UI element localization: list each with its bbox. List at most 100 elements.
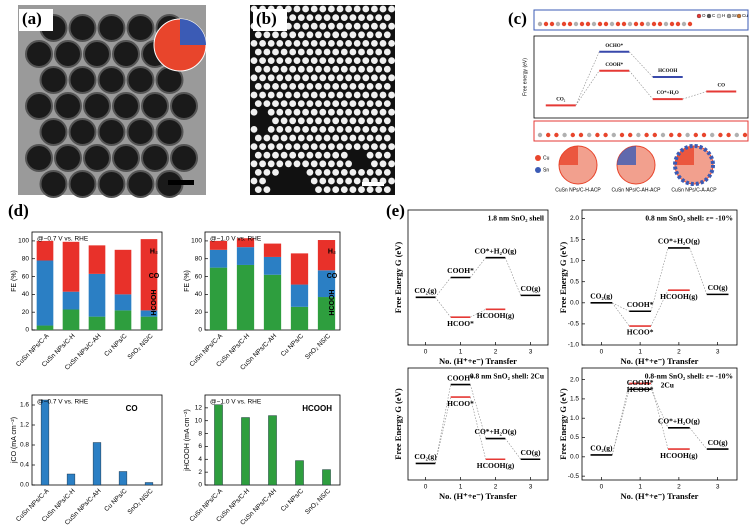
- nanoparticle: [97, 66, 126, 94]
- atom: [633, 21, 639, 27]
- particle: [267, 108, 275, 116]
- particle: [289, 117, 297, 125]
- particle: [353, 177, 361, 185]
- particle: [297, 31, 305, 39]
- particle: [310, 57, 318, 64]
- diagram-title: 0.8 nm SnO₂ shell: ε= -10%: [645, 214, 733, 223]
- particle: [302, 57, 309, 64]
- y-tick-label: 10: [195, 417, 203, 424]
- particle: [362, 125, 370, 133]
- particle: [267, 74, 275, 82]
- atom-label: Sn: [543, 167, 549, 173]
- connector: [470, 384, 486, 439]
- particle: [272, 100, 279, 107]
- connector: [575, 51, 600, 106]
- y-tick-label: 1.2: [20, 422, 29, 429]
- particle: [272, 134, 279, 142]
- particle: [319, 5, 327, 13]
- nanoparticle: [170, 144, 198, 172]
- bar-segment: [36, 260, 54, 326]
- particle: [332, 169, 340, 176]
- particle: [388, 125, 395, 133]
- y-tick-label: 0.5: [570, 278, 579, 285]
- connector: [650, 290, 669, 327]
- level-label: CO₂(g): [414, 452, 437, 461]
- y-tick-label: 1.5: [570, 396, 579, 403]
- particle: [285, 40, 292, 47]
- particle: [362, 74, 370, 82]
- particle: [379, 125, 387, 133]
- particle: [302, 40, 309, 47]
- atom: [701, 132, 707, 138]
- particle: [272, 83, 279, 90]
- particle: [289, 14, 297, 21]
- particle: [319, 22, 327, 30]
- particle: [353, 143, 361, 151]
- particle: [332, 83, 340, 90]
- particle: [267, 57, 275, 64]
- y-tick-label: 4: [198, 456, 202, 463]
- connector: [435, 297, 451, 318]
- y-axis-label: jCO (mA cm⁻²): [11, 417, 18, 464]
- bar-segment: [140, 316, 158, 330]
- y-tick-label: 0.0: [20, 482, 29, 489]
- atom: [651, 21, 657, 27]
- y-tick-label: -0.5: [568, 473, 580, 480]
- particle: [332, 134, 340, 142]
- bar: [241, 417, 250, 486]
- particle: [336, 40, 344, 47]
- particle: [297, 48, 305, 56]
- atom: [537, 21, 543, 27]
- connector: [682, 91, 707, 100]
- particle: [379, 108, 387, 116]
- particle: [254, 65, 262, 73]
- bar-segment: [209, 249, 228, 268]
- nanoparticle: [112, 40, 140, 68]
- nanoparticle: [39, 66, 68, 94]
- atom: [603, 132, 608, 138]
- particle: [323, 186, 331, 194]
- level-label: HCOOH(g): [477, 311, 515, 320]
- bar-segment: [236, 247, 255, 265]
- particle: [371, 143, 378, 151]
- particle: [254, 100, 262, 107]
- y-axis-label: Free energy (eV): [522, 58, 528, 96]
- y-axis-label: jHCOOH (mA cm⁻²): [184, 409, 191, 472]
- particle: [293, 74, 301, 82]
- level-label: COOH*: [627, 378, 654, 387]
- legend-label: CO: [327, 273, 338, 280]
- particle: [345, 160, 352, 168]
- atom: [579, 21, 585, 27]
- x-axis-label: No. (H⁺+e⁻) Transfer: [439, 356, 517, 366]
- y-tick-label: 2.0: [570, 215, 579, 222]
- atom: [585, 21, 591, 27]
- particle: [383, 151, 391, 159]
- particle: [289, 48, 297, 56]
- x-tick-label: 0: [424, 484, 428, 491]
- particle: [366, 100, 374, 107]
- bar-segment: [290, 253, 309, 285]
- y-tick-label: 1.5: [570, 236, 579, 243]
- y-axis-label: Free Energy G (eV): [393, 242, 403, 314]
- particle: [272, 169, 279, 176]
- model-core: [675, 146, 694, 165]
- bar-segment: [62, 241, 80, 292]
- x-axis-label: No. (H⁺+e⁻) Transfer: [621, 356, 699, 366]
- legend-label: HCOOH: [151, 290, 158, 316]
- particle: [358, 48, 365, 56]
- connector: [435, 384, 451, 464]
- y-tick-label: 100: [191, 238, 202, 245]
- level-label: CO*+H₂O(g): [658, 417, 700, 426]
- y-tick-label: 0.4: [20, 462, 29, 469]
- y-tick-label: 1.0: [570, 415, 579, 422]
- particle: [272, 48, 279, 56]
- annotation: @−1.0 V vs. RHE: [210, 236, 262, 243]
- level-label: COOH*: [447, 266, 474, 275]
- particle: [340, 83, 348, 90]
- particle: [289, 31, 297, 39]
- particle: [306, 48, 314, 56]
- model-core: [559, 146, 578, 165]
- bar-segment: [317, 240, 336, 271]
- particle: [254, 169, 262, 176]
- particle: [259, 74, 266, 82]
